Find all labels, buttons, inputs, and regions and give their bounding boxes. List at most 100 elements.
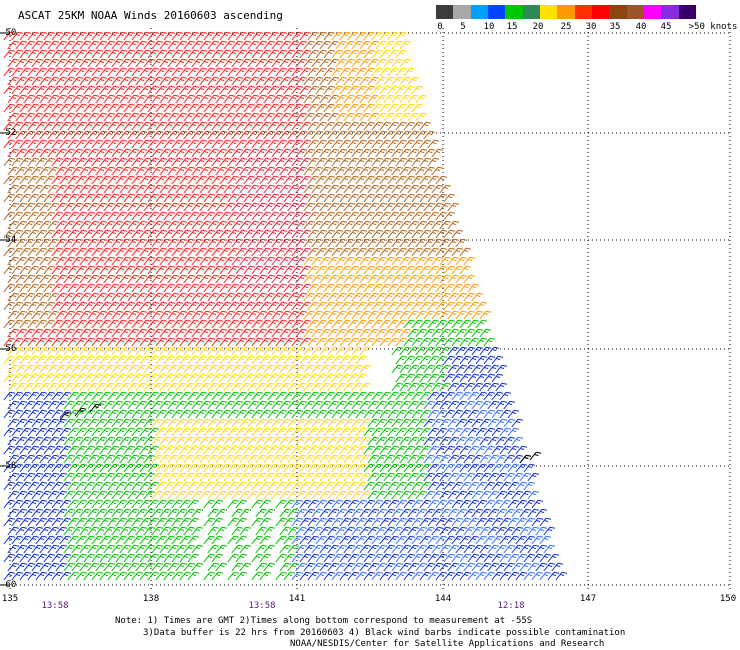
- wind-barb: [123, 85, 136, 95]
- wind-barb: [287, 58, 300, 68]
- wind-barb: [283, 175, 296, 185]
- wind-barb: [211, 139, 224, 149]
- wind-barb: [171, 85, 184, 95]
- wind-barb: [363, 175, 376, 185]
- wind-barb: [399, 130, 412, 140]
- wind-barb: [279, 166, 292, 176]
- wind-barb: [59, 67, 72, 77]
- wind-barb: [183, 148, 196, 158]
- wind-barb: [143, 58, 156, 68]
- wind-barb: [347, 121, 360, 131]
- wind-barb: [203, 31, 216, 41]
- wind-barb: [239, 76, 252, 86]
- wind-barb: [15, 76, 28, 86]
- wind-barb: [59, 31, 72, 41]
- wind-barb: [351, 148, 364, 158]
- wind-barb: [407, 130, 420, 140]
- wind-barb: [195, 31, 208, 41]
- wind-barb: [87, 94, 100, 104]
- wind-barb: [427, 175, 440, 185]
- wind-barb: [283, 67, 296, 77]
- wind-barb: [127, 58, 140, 68]
- wind-barb: [143, 94, 156, 104]
- wind-barb: [259, 121, 272, 131]
- wind-barb: [323, 49, 336, 59]
- wind-barb: [287, 94, 300, 104]
- wind-barb: [347, 31, 360, 41]
- wind-barb: [55, 166, 68, 176]
- wind-barb: [3, 49, 16, 59]
- wind-barb: [55, 130, 68, 140]
- wind-barb: [347, 157, 360, 167]
- legend-label: >50 knots: [688, 22, 738, 32]
- wind-barb: [35, 175, 48, 185]
- wind-barb: [87, 58, 100, 68]
- wind-barb: [355, 85, 368, 95]
- wind-barb: [331, 175, 344, 185]
- wind-barb: [259, 67, 272, 77]
- wind-barb: [135, 148, 148, 158]
- wind-barb: [303, 40, 316, 50]
- wind-barb: [371, 49, 384, 59]
- wind-barb: [75, 103, 88, 113]
- wind-barb: [19, 67, 32, 77]
- wind-barb: [103, 94, 116, 104]
- wind-barb: [291, 67, 304, 77]
- wind-barb: [255, 184, 268, 194]
- wind-barb: [419, 121, 432, 131]
- wind-barb: [203, 103, 216, 113]
- wind-barb: [207, 166, 220, 176]
- legend-label: 35: [609, 22, 621, 32]
- wind-barb: [159, 76, 172, 86]
- wind-barb: [259, 49, 272, 59]
- wind-barb: [51, 139, 64, 149]
- wind-barb: [191, 112, 204, 122]
- wind-barb: [423, 130, 436, 140]
- wind-barb: [139, 103, 152, 113]
- wind-barb: [295, 148, 308, 158]
- wind-barb: [259, 175, 272, 185]
- wind-barb: [79, 76, 92, 86]
- wind-barb: [35, 157, 48, 167]
- wind-barb: [99, 67, 112, 77]
- wind-barb: [411, 139, 424, 149]
- wind-barb: [387, 67, 400, 77]
- wind-barb: [291, 103, 304, 113]
- wind-barb: [71, 40, 84, 50]
- legend-swatch: [522, 5, 540, 19]
- wind-barb: [175, 58, 188, 68]
- wind-barb: [279, 112, 292, 122]
- wind-barb: [403, 139, 416, 149]
- wind-barb: [275, 157, 288, 167]
- wind-barb: [199, 76, 212, 86]
- wind-barb: [319, 130, 332, 140]
- wind-barb: [343, 166, 356, 176]
- wind-barb: [75, 157, 88, 167]
- wind-barb: [383, 40, 396, 50]
- wind-barb: [227, 139, 240, 149]
- wind-barb: [223, 112, 236, 122]
- wind-barb: [131, 67, 144, 77]
- wind-barb: [367, 76, 380, 86]
- wind-barb: [239, 148, 252, 158]
- wind-barb: [267, 85, 280, 95]
- wind-barb: [147, 157, 160, 167]
- wind-barb: [147, 139, 160, 149]
- wind-barb: [199, 166, 212, 176]
- legend-label: 20: [532, 22, 544, 32]
- wind-barb: [311, 76, 324, 86]
- wind-barb: [335, 58, 348, 68]
- time-label: 13:58: [248, 601, 276, 611]
- wind-barb: [123, 49, 136, 59]
- map-title: ASCAT 25KM NOAA Winds 20160603 ascending: [18, 9, 283, 22]
- wind-barb: [7, 76, 20, 86]
- wind-barb: [235, 121, 248, 131]
- wind-barb: [43, 67, 56, 77]
- wind-barb: [331, 139, 344, 149]
- wind-barb: [231, 148, 244, 158]
- wind-barb: [215, 166, 228, 176]
- wind-barb: [291, 49, 304, 59]
- wind-barb: [179, 85, 192, 95]
- wind-barb: [131, 49, 144, 59]
- wind-barb: [15, 166, 28, 176]
